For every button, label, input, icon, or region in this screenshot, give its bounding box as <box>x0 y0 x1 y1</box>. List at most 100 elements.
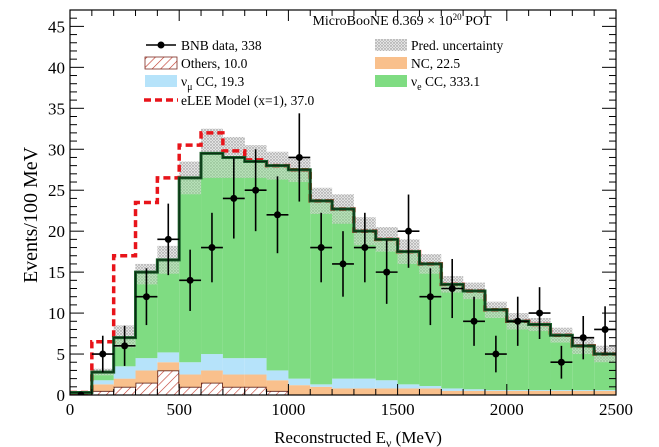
others-bar <box>135 382 158 395</box>
nue-cc-bar <box>397 251 420 385</box>
data-point <box>252 186 260 194</box>
nc-bar <box>179 374 202 387</box>
numu-cc-bar <box>288 378 311 386</box>
numu-cc-bar <box>506 390 529 391</box>
numu-cc-bar <box>135 358 158 371</box>
numu-cc-bar <box>594 390 616 391</box>
nue-cc-bar <box>353 231 376 379</box>
y-tick-label: 10 <box>48 304 65 323</box>
data-point <box>317 244 325 252</box>
numu-cc-bar <box>528 390 551 391</box>
nc-bar <box>594 390 616 395</box>
numu-cc-bar <box>201 354 223 371</box>
axes: 0 500 1000 1500 2000 2500 0 5 10 15 20 25 30 35 40 45 <box>48 9 633 419</box>
nc-bar <box>572 390 595 395</box>
y-tick-label: 40 <box>48 58 65 77</box>
legend-label: Pred. uncertainty <box>411 38 503 53</box>
nc-bar <box>157 362 180 371</box>
nc-bar <box>266 380 289 391</box>
legend-swatch <box>144 56 178 70</box>
numu-cc-bar <box>419 385 442 389</box>
y-tick-label: 15 <box>48 263 65 282</box>
legend-swatch <box>145 75 177 87</box>
data-point <box>492 350 500 358</box>
nc-bar <box>332 388 354 395</box>
data-point <box>514 317 522 325</box>
nc-bar <box>441 390 464 395</box>
nc-bar <box>506 390 529 395</box>
nue-cc-bar <box>310 200 333 385</box>
nue-cc-bar <box>222 157 245 359</box>
nc-bar <box>310 386 333 395</box>
plot-frame <box>69 9 617 396</box>
numu-cc-bar <box>484 390 507 391</box>
legend-swatch <box>375 39 407 51</box>
numu-cc-bar <box>397 384 420 389</box>
nc-bar <box>222 374 245 387</box>
data-point <box>470 317 478 325</box>
nc-bar <box>484 390 507 395</box>
legend: MicroBooNE 6.369 × 1020 POT BNB data, 33… <box>144 12 503 108</box>
nc-bar <box>397 388 420 395</box>
legend-data-marker <box>157 41 165 49</box>
numu-cc-bar <box>441 388 464 391</box>
plot-area <box>70 113 616 395</box>
others-bar <box>178 386 202 395</box>
data-point <box>383 268 391 276</box>
numu-cc-bar <box>353 378 376 389</box>
others-bar <box>156 370 180 395</box>
data-point <box>339 260 347 268</box>
others-bar <box>244 386 267 395</box>
y-tick-label: 45 <box>48 17 65 36</box>
y-tick-label: 0 <box>57 386 66 405</box>
legend-swatch <box>375 75 407 87</box>
numu-cc-bar <box>550 390 573 391</box>
nc-bar <box>201 370 223 383</box>
data-point <box>142 293 150 301</box>
numu-cc-bar <box>266 370 289 381</box>
legend-label: νe CC, 333.1 <box>411 74 480 93</box>
data-point <box>295 153 303 161</box>
others-bar <box>113 386 136 395</box>
nue-cc-bar <box>528 324 551 391</box>
nc-bar <box>353 388 376 395</box>
nue-cc-bar <box>244 161 267 359</box>
data-point <box>208 244 216 252</box>
data-point <box>361 244 369 252</box>
nc-bar <box>528 390 551 395</box>
data-point <box>273 211 281 219</box>
y-tick-label: 20 <box>48 222 65 241</box>
legend-label: νμ CC, 19.3 <box>181 74 244 93</box>
numu-cc-bar <box>332 378 354 389</box>
data-point <box>448 285 456 293</box>
nue-cc-bar <box>288 169 311 379</box>
y-tick-label: 25 <box>48 181 65 200</box>
nc-bar <box>113 378 136 387</box>
numu-cc-bar <box>222 358 245 375</box>
numu-cc-bar <box>463 389 485 391</box>
nc-bar <box>550 390 573 395</box>
data-point <box>536 309 544 317</box>
numu-cc-bar <box>310 384 333 387</box>
numu-cc-bar <box>179 362 202 375</box>
x-tick-label: 0 <box>66 400 75 419</box>
others-bar <box>222 386 246 395</box>
data-point <box>579 334 587 342</box>
x-tick-label: 1500 <box>381 400 415 419</box>
data-point <box>164 235 172 243</box>
x-tick-label: 1000 <box>271 400 305 419</box>
data-point <box>601 325 609 333</box>
numu-cc-bar <box>113 366 136 379</box>
y-tick-label: 5 <box>57 345 66 364</box>
numu-cc-bar <box>91 380 114 385</box>
nc-bar <box>463 390 485 395</box>
y-axis-label: Events/100 MeV <box>20 146 42 283</box>
nue-cc-bar <box>157 259 180 353</box>
y-tick-label: 35 <box>48 99 65 118</box>
numu-cc-bar <box>375 380 398 389</box>
nc-bar <box>91 384 114 391</box>
y-tick-label: 30 <box>48 140 65 159</box>
nc-bar <box>288 385 311 395</box>
x-tick-label: 500 <box>166 400 192 419</box>
